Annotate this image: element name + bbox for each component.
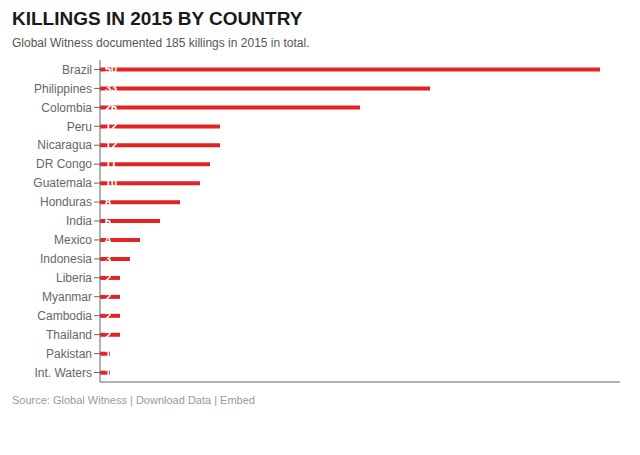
svg-text:Honduras: Honduras [40, 195, 92, 209]
svg-text:4: 4 [105, 234, 112, 246]
svg-text:2: 2 [105, 291, 111, 303]
svg-text:33: 33 [105, 82, 117, 94]
svg-text:1: 1 [105, 348, 111, 360]
svg-text:11: 11 [105, 158, 117, 170]
svg-text:Peru: Peru [67, 120, 92, 134]
svg-text:8: 8 [105, 196, 111, 208]
svg-text:12: 12 [105, 139, 117, 151]
svg-text:2: 2 [105, 310, 111, 322]
svg-text:Thailand: Thailand [46, 328, 92, 342]
svg-text:10: 10 [105, 177, 117, 189]
svg-text:2: 2 [105, 329, 111, 341]
svg-text:Mexico: Mexico [54, 233, 92, 247]
svg-text:DR Congo: DR Congo [36, 157, 92, 171]
svg-text:Int. Waters: Int. Waters [34, 366, 92, 380]
svg-text:6: 6 [105, 215, 111, 227]
svg-text:Brazil: Brazil [62, 63, 92, 77]
svg-text:3: 3 [105, 253, 111, 265]
svg-text:12: 12 [105, 120, 117, 132]
svg-text:Colombia: Colombia [41, 101, 92, 115]
svg-text:Cambodia: Cambodia [37, 309, 92, 323]
html-text:Global Witness documented 185: Global Witness documented 185 killings i… [12, 36, 310, 50]
svg-text:26: 26 [105, 101, 117, 113]
svg-text:Indonesia: Indonesia [40, 252, 92, 266]
svg-text:Pakistan: Pakistan [46, 347, 92, 361]
svg-text:Nicaragua: Nicaragua [37, 138, 92, 152]
html-text:Source: Global Witness | Downl: Source: Global Witness | Download Data |… [12, 394, 255, 406]
html-text:KILLINGS IN 2015 BY COUNTRY: KILLINGS IN 2015 BY COUNTRY [12, 8, 303, 29]
svg-text:50: 50 [105, 63, 117, 75]
svg-text:Philippines: Philippines [34, 82, 92, 96]
svg-text:Myanmar: Myanmar [42, 290, 92, 304]
svg-text:India: India [66, 214, 92, 228]
svg-text:Liberia: Liberia [56, 271, 92, 285]
svg-text:Guatemala: Guatemala [33, 176, 92, 190]
svg-text:2: 2 [105, 272, 111, 284]
svg-text:1: 1 [105, 367, 111, 379]
